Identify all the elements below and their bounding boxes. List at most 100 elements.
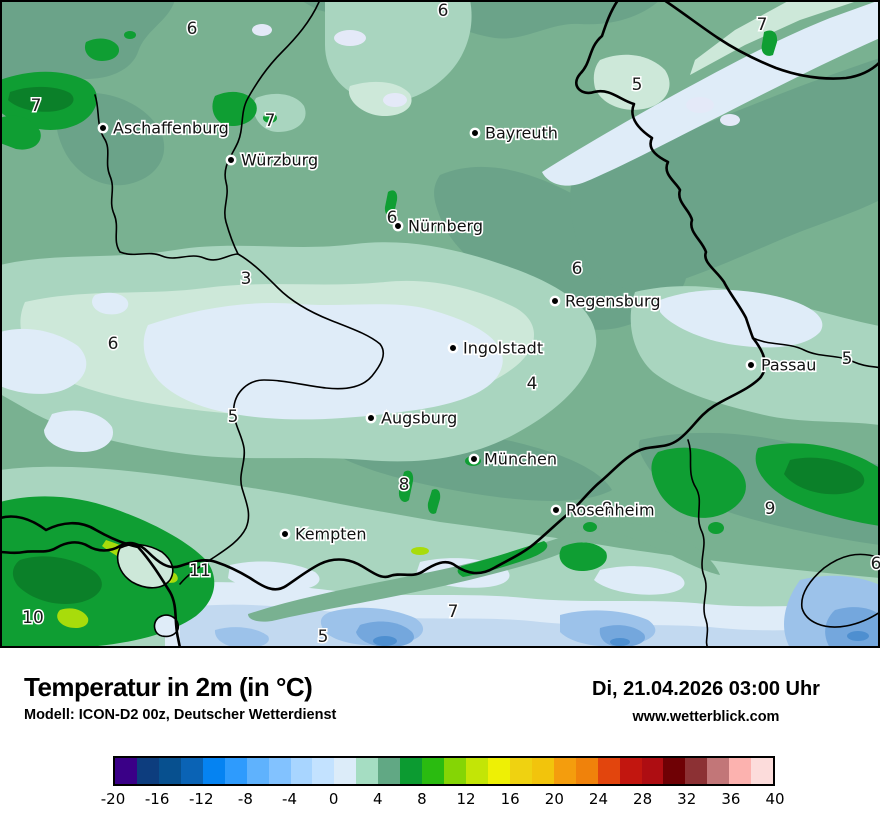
legend-color-segment: [466, 758, 488, 784]
city-label: Würzburg: [241, 151, 318, 170]
temperature-region-lavender-speck: [252, 24, 740, 126]
temperature-reading: 8: [399, 475, 410, 495]
legend-tick-label: 36: [721, 790, 741, 808]
city-dot: [365, 412, 377, 424]
temperature-reading: 5: [632, 75, 643, 95]
legend-color-segment: [400, 758, 423, 784]
model-info: Modell: ICON-D2 00z, Deutscher Wetterdie…: [24, 707, 337, 723]
legend-color-segment: [531, 758, 554, 784]
city-label: Passau: [761, 356, 816, 375]
legend-color-segment: [685, 758, 708, 784]
page-title: Temperatur in 2m (in °C): [24, 672, 313, 702]
forecast-datetime: Di, 21.04.2026 03:00 Uhr: [592, 678, 820, 700]
city-dot: [279, 528, 291, 540]
legend-color-segment: [444, 758, 466, 784]
map-frame: [0, 0, 880, 648]
city-dot: [745, 359, 757, 371]
city-label: Bayreuth: [485, 124, 558, 143]
legend-color-segment: [268, 758, 291, 784]
legend-color-segment: [729, 758, 752, 784]
legend-color-segment: [224, 758, 247, 784]
city-dot: [225, 154, 237, 166]
legend-color-segment: [619, 758, 642, 784]
legend-color-segment: [356, 758, 379, 784]
legend-color-segment: [422, 758, 445, 784]
city-label: Rosenheim: [566, 501, 655, 520]
temperature-reading: 6: [871, 554, 880, 574]
temperature-reading: 11: [189, 561, 211, 581]
city-label: Regensburg: [565, 292, 660, 311]
legend-color-segment: [158, 758, 181, 784]
temperature-reading: 9: [765, 499, 776, 519]
legend-tick-label: -12: [189, 790, 214, 808]
legend-tick-label: 32: [677, 790, 697, 808]
legend-color-segment: [641, 758, 664, 784]
legend-tick-label: 16: [500, 790, 520, 808]
city-dot: [392, 220, 404, 232]
country-border-lines: [0, 0, 880, 648]
legend-color-segment: [575, 758, 598, 784]
city-label: Ingolstadt: [463, 339, 543, 358]
temperature-reading: 6: [108, 334, 119, 354]
legend-color-segment: [378, 758, 401, 784]
temperature-reading: 7: [757, 15, 768, 35]
legend-tick-label: -16: [144, 790, 170, 808]
temperature-reading: 5: [318, 627, 329, 647]
temperature-reading: 6: [438, 1, 449, 21]
city-dot: [468, 453, 480, 465]
temperature-reading: 6: [572, 259, 583, 279]
temperature-reading: 7: [448, 602, 459, 622]
legend-tick-label: 12: [456, 790, 476, 808]
temperature-reading: 4: [527, 374, 538, 394]
legend-color-segment: [663, 758, 686, 784]
temperature-region-deep-green: [8, 86, 865, 605]
city-dot: [97, 122, 109, 134]
legend-color-segment: [312, 758, 335, 784]
state-border-lines: [94, 1, 880, 648]
legend-tick-label: 24: [588, 790, 608, 808]
temperature-reading: 5: [842, 349, 853, 369]
legend-color-segment: [290, 758, 313, 784]
city-label: München: [484, 450, 557, 469]
legend-color-segment: [553, 758, 576, 784]
legend-tick-label: 40: [765, 790, 785, 808]
temperature-reading: 8: [602, 499, 613, 519]
temperature-reading: 7: [265, 111, 276, 131]
city-label: Augsburg: [381, 409, 457, 428]
temperature-map: 6 6 7 7 5 7 6 3 6 6 5 4 5 8 8 9 11 10 7 5 6 Aschaffenburg Würz…: [0, 0, 880, 648]
legend-color-segment: [115, 758, 137, 784]
temperature-reading: 3: [241, 269, 252, 289]
city-dot: [549, 295, 561, 307]
legend-color-segment: [136, 758, 159, 784]
legend-tick-label: -4: [282, 790, 298, 808]
legend-tick-label: -20: [100, 790, 126, 808]
legend-color-segment: [597, 758, 620, 784]
legend-color-segment: [707, 758, 730, 784]
legend-colorbar: [113, 756, 775, 786]
legend-color-segment: [509, 758, 532, 784]
temperature-reading: 7: [31, 96, 42, 116]
city-label: Nürnberg: [408, 217, 483, 236]
alps-cold-region: [180, 575, 880, 648]
legend-color-segment: [246, 758, 269, 784]
legend-color-segment: [751, 758, 774, 784]
legend-tick-label: 8: [417, 790, 427, 808]
legend-tick-label: 20: [544, 790, 564, 808]
city-dot: [550, 504, 562, 516]
legend-tick-label: 4: [373, 790, 383, 808]
city-dot: [447, 342, 459, 354]
alps-valley-band: [248, 521, 720, 622]
legend-tick-label: 0: [328, 790, 339, 808]
website-url: www.wetterblick.com: [632, 709, 780, 725]
city-label: Kempten: [295, 525, 367, 544]
legend-color-segment: [334, 758, 357, 784]
city-label: Aschaffenburg: [113, 119, 229, 138]
city-dot: [469, 127, 481, 139]
temperature-reading: 10: [22, 608, 44, 628]
legend-tick-label: -8: [237, 790, 253, 808]
temperature-reading: 6: [187, 19, 198, 39]
legend-color-segment: [202, 758, 225, 784]
legend-color-segment: [487, 758, 510, 784]
